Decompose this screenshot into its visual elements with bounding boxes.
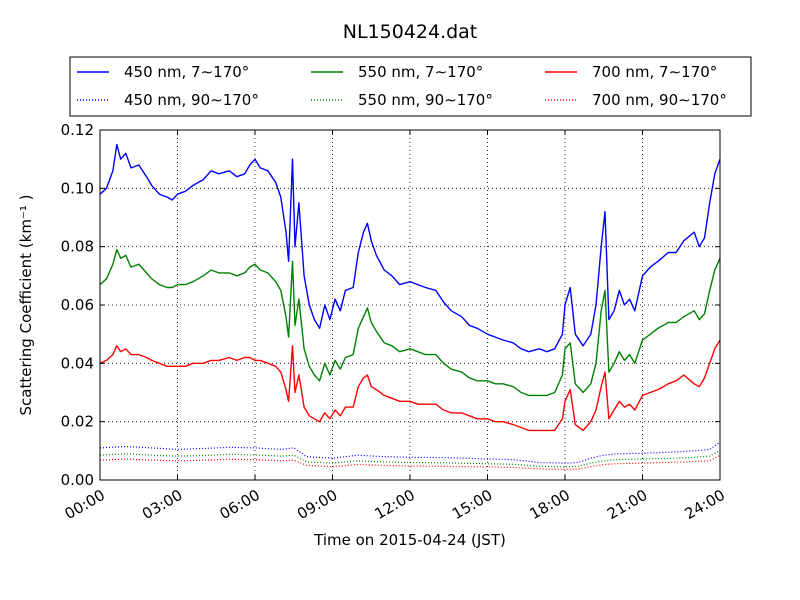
legend-label: 450 nm, 90∼170°	[124, 91, 259, 109]
legend: 450 nm, 7∼170° 450 nm, 90∼170° 550 nm, 7∼1…	[69, 56, 752, 117]
legend-label: 700 nm, 90∼170°	[592, 91, 727, 109]
legend-items: 450 nm, 7∼170° 450 nm, 90∼170° 550 nm, 7∼1…	[77, 63, 727, 109]
y-tick-label: 0.02	[61, 413, 94, 431]
series-line	[99, 143, 721, 353]
legend-frame	[69, 56, 752, 117]
x-axis-label: Time on 2015-04-24 (JST)	[313, 531, 506, 549]
legend-label: 450 nm, 7∼170°	[124, 63, 249, 81]
plot-series	[99, 143, 721, 471]
series-line	[99, 339, 721, 432]
legend-label: 550 nm, 90∼170°	[358, 91, 493, 109]
y-tick-label: 0.00	[61, 471, 94, 489]
y-tick-label: 0.08	[61, 238, 94, 256]
legend-label: 550 nm, 7∼170°	[358, 63, 483, 81]
chart-title: NL150424.dat	[343, 21, 478, 43]
y-tick-label: 0.12	[61, 121, 94, 139]
series-line	[99, 454, 721, 471]
y-tick-label: 0.04	[61, 354, 94, 372]
y-axis-label: Scattering Coefficient (km⁻¹ )	[17, 195, 35, 416]
y-tick-label: 0.10	[61, 179, 94, 197]
legend-label: 700 nm, 7∼170°	[592, 63, 717, 81]
y-tick-label: 0.06	[61, 296, 94, 314]
series-line	[99, 248, 721, 397]
series-line	[99, 449, 721, 468]
series-line	[99, 441, 721, 464]
